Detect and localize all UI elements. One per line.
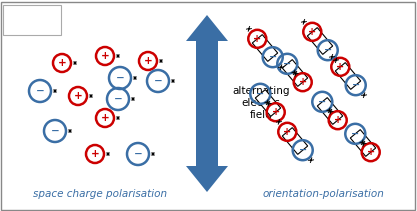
Text: +: + [299,77,307,87]
Text: +: + [100,51,109,61]
Text: red: red [16,10,33,20]
Text: +: + [100,113,109,123]
Text: −: − [269,52,277,62]
Text: −: − [8,22,17,32]
Polygon shape [186,15,228,41]
Text: +: + [8,10,17,20]
Text: +: + [74,91,83,101]
Polygon shape [307,28,333,54]
Text: −: − [299,145,307,155]
Text: −: − [50,126,59,136]
Polygon shape [282,60,308,86]
Text: +: + [334,115,342,125]
Text: −: − [256,89,264,99]
Text: +: + [90,149,99,159]
Text: +: + [336,62,344,72]
Polygon shape [255,90,281,116]
Text: −: − [351,129,359,139]
Text: +: + [367,147,375,157]
FancyBboxPatch shape [3,5,61,35]
Text: +: + [308,27,317,37]
Text: orientation-polarisation: orientation-polarisation [262,189,384,199]
Text: +: + [143,56,152,66]
Polygon shape [350,130,376,156]
Text: −: − [283,59,291,69]
Text: +: + [58,58,66,68]
Text: −: − [318,97,327,107]
Text: −: − [116,73,124,83]
Text: −: − [324,45,332,55]
Text: −: − [113,94,122,104]
Text: −: − [133,149,142,159]
Polygon shape [196,41,218,106]
Polygon shape [317,98,343,124]
Text: blue: blue [16,22,39,32]
Text: −: − [352,80,360,90]
Polygon shape [196,106,218,166]
Text: +: + [283,127,291,137]
Text: +: + [253,34,261,44]
Text: alternating
electric
field: alternating electric field [232,86,289,120]
Polygon shape [282,128,308,154]
Text: −: − [153,76,162,86]
Text: space charge polarisation: space charge polarisation [33,189,167,199]
Text: +: + [271,107,280,117]
Text: −: − [35,86,44,96]
Polygon shape [335,63,361,89]
Polygon shape [252,35,278,61]
Polygon shape [186,166,228,192]
